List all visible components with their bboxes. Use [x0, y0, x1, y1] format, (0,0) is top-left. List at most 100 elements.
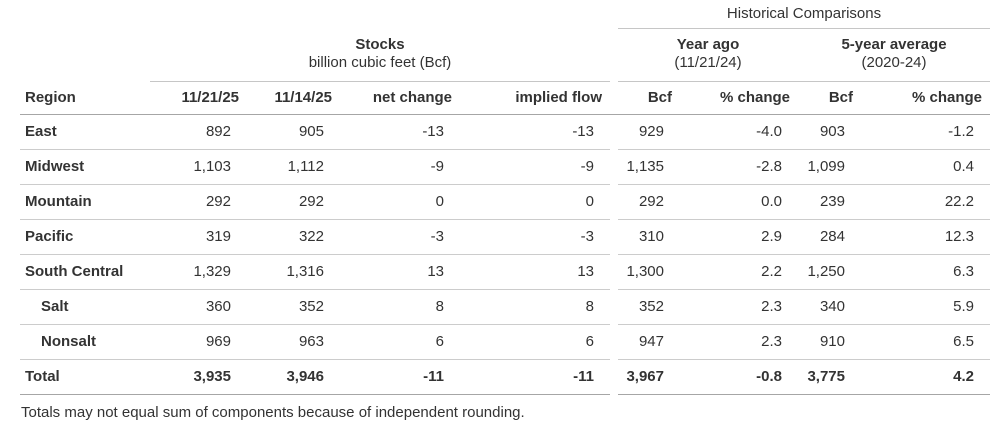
section-gap	[610, 115, 618, 150]
cell-five-year-bcf: 910	[798, 324, 861, 360]
region-label: Mountain	[20, 184, 150, 220]
cell-year-ago-bcf: 352	[618, 289, 680, 325]
cell-implied-flow: -13	[460, 114, 610, 150]
stocks-group-header: Stocks billion cubic feet (Bcf)	[150, 28, 610, 82]
cell-current-week: 1,329	[150, 254, 247, 290]
five-year-group-header: 5-year average (2020-24)	[798, 28, 991, 82]
cell-current-week: 892	[150, 114, 247, 150]
cell-year-ago-bcf: 292	[618, 184, 680, 220]
header-blank	[20, 29, 150, 82]
region-label: South Central	[20, 254, 150, 290]
section-gap	[610, 81, 618, 115]
cell-five-year-pct: 6.3	[861, 254, 991, 290]
cell-implied-flow: 13	[460, 254, 610, 290]
region-label: Midwest	[20, 149, 150, 185]
cell-implied-flow: 6	[460, 324, 610, 360]
table-row-salt: Salt 360 352 8 8 352 2.3 340 5.9	[20, 289, 991, 325]
cell-net-change: -3	[340, 219, 460, 255]
section-gap	[610, 290, 618, 325]
cell-prior-week: 905	[247, 114, 340, 150]
column-header-implied-flow: implied flow	[460, 81, 610, 115]
section-gap	[610, 0, 618, 29]
cell-prior-week: 3,946	[247, 359, 340, 395]
cell-prior-week: 1,112	[247, 149, 340, 185]
cell-net-change: 8	[340, 289, 460, 325]
column-header-row: Region 11/21/25 11/14/25 net change impl…	[20, 81, 991, 115]
cell-five-year-bcf: 1,250	[798, 254, 861, 290]
cell-year-ago-bcf: 947	[618, 324, 680, 360]
column-header-region: Region	[20, 81, 150, 115]
cell-five-year-pct: 22.2	[861, 184, 991, 220]
cell-year-ago-bcf: 1,135	[618, 149, 680, 185]
cell-five-year-bcf: 3,775	[798, 359, 861, 395]
five-year-subtitle: (2020-24)	[861, 54, 927, 71]
region-label: Pacific	[20, 219, 150, 255]
stocks-title: Stocks	[355, 36, 405, 53]
table-row-total: Total 3,935 3,946 -11 -11 3,967 -0.8 3,7…	[20, 359, 991, 395]
column-header-prior-week: 11/14/25	[247, 81, 340, 115]
cell-five-year-pct: 6.5	[861, 324, 991, 360]
cell-year-ago-pct: 2.3	[680, 289, 798, 325]
stocks-subtitle: billion cubic feet (Bcf)	[308, 54, 452, 71]
table-row-nonsalt: Nonsalt 969 963 6 6 947 2.3 910 6.5	[20, 324, 991, 360]
section-gap	[610, 255, 618, 290]
cell-five-year-bcf: 284	[798, 219, 861, 255]
cell-year-ago-pct: 2.3	[680, 324, 798, 360]
cell-current-week: 319	[150, 219, 247, 255]
cell-year-ago-pct: -4.0	[680, 114, 798, 150]
cell-implied-flow: -9	[460, 149, 610, 185]
cell-year-ago-bcf: 1,300	[618, 254, 680, 290]
region-label: Total	[20, 359, 150, 395]
column-header-year-ago-pct: % change	[680, 81, 798, 115]
column-header-five-year-pct: % change	[861, 81, 991, 115]
column-header-current-week: 11/21/25	[150, 81, 247, 115]
cell-current-week: 292	[150, 184, 247, 220]
header-blank	[20, 0, 610, 29]
region-label: Salt	[20, 289, 150, 325]
cell-year-ago-pct: 2.9	[680, 219, 798, 255]
cell-implied-flow: -3	[460, 219, 610, 255]
region-label: Nonsalt	[20, 324, 150, 360]
cell-five-year-bcf: 239	[798, 184, 861, 220]
cell-five-year-pct: 4.2	[861, 359, 991, 395]
cell-five-year-bcf: 1,099	[798, 149, 861, 185]
cell-implied-flow: 0	[460, 184, 610, 220]
region-label: East	[20, 114, 150, 150]
cell-prior-week: 352	[247, 289, 340, 325]
cell-net-change: 6	[340, 324, 460, 360]
cell-five-year-bcf: 903	[798, 114, 861, 150]
cell-year-ago-bcf: 3,967	[618, 359, 680, 395]
section-gap	[610, 220, 618, 255]
cell-current-week: 969	[150, 324, 247, 360]
rounding-footnote: Totals may not equal sum of components b…	[21, 404, 525, 421]
cell-prior-week: 322	[247, 219, 340, 255]
cell-net-change: -13	[340, 114, 460, 150]
cell-prior-week: 963	[247, 324, 340, 360]
group-header-row: Stocks billion cubic feet (Bcf) Year ago…	[20, 28, 991, 82]
cell-net-change: 13	[340, 254, 460, 290]
cell-five-year-pct: -1.2	[861, 114, 991, 150]
cell-prior-week: 1,316	[247, 254, 340, 290]
cell-five-year-bcf: 340	[798, 289, 861, 325]
year-ago-group-header: Year ago (11/21/24)	[618, 28, 798, 82]
table-row-midwest: Midwest 1,103 1,112 -9 -9 1,135 -2.8 1,0…	[20, 149, 991, 185]
table-row-mountain: Mountain 292 292 0 0 292 0.0 239 22.2	[20, 184, 991, 220]
cell-current-week: 1,103	[150, 149, 247, 185]
cell-implied-flow: 8	[460, 289, 610, 325]
column-header-year-ago-bcf: Bcf	[618, 81, 680, 115]
table-row-pacific: Pacific 319 322 -3 -3 310 2.9 284 12.3	[20, 219, 991, 255]
cell-year-ago-pct: -0.8	[680, 359, 798, 395]
cell-year-ago-pct: 2.2	[680, 254, 798, 290]
cell-year-ago-pct: -2.8	[680, 149, 798, 185]
cell-net-change: 0	[340, 184, 460, 220]
five-year-title: 5-year average	[841, 36, 947, 53]
historical-comparisons-title: Historical Comparisons	[618, 0, 991, 29]
section-gap	[610, 185, 618, 220]
cell-implied-flow: -11	[460, 359, 610, 395]
cell-current-week: 360	[150, 289, 247, 325]
column-header-net-change: net change	[340, 81, 460, 115]
cell-prior-week: 292	[247, 184, 340, 220]
historical-comparisons-row: Historical Comparisons	[20, 0, 991, 29]
section-gap	[610, 150, 618, 185]
